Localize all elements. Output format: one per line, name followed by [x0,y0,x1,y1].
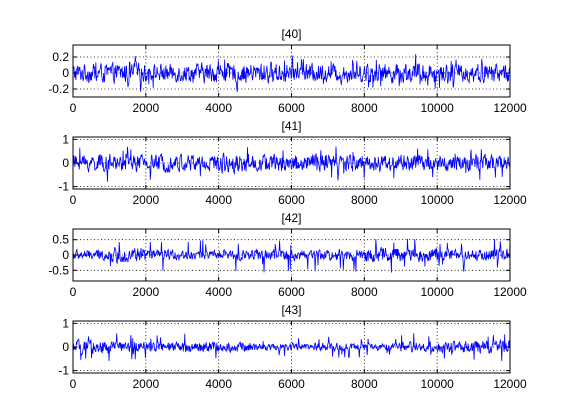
x-tick-label: 12000 [493,193,527,207]
x-tick-label: 4000 [205,193,232,207]
x-tick-label: 2000 [132,193,159,207]
y-tick-label: -1 [58,180,69,194]
x-tick-label: 6000 [278,377,305,391]
x-tick-label: 10000 [420,285,454,299]
x-tick-label: 12000 [493,285,527,299]
y-tick-label: 0 [62,156,69,170]
x-tick-label: 6000 [278,193,305,207]
x-tick-label: 0 [70,101,77,115]
x-tick-label: 2000 [132,377,159,391]
subplot-title: [40] [281,27,301,41]
subplot-1: [40]0 2000 4000 6000 8000 10000 12000-0.200.2 [48,27,527,115]
y-tick-label: 0.5 [52,233,69,247]
x-tick-label: 10000 [420,377,454,391]
y-tick-label: 1 [62,316,69,330]
x-tick-label: 4000 [205,377,232,391]
x-tick-label: 2000 [132,285,159,299]
x-tick-label: 0 [70,285,77,299]
subplot-4: [43]0 2000 4000 6000 8000 10000 12000-101 [58,303,527,391]
x-tick-label: 12000 [493,101,527,115]
y-tick-label: 1 [62,132,69,146]
signal-trace [72,146,511,182]
x-tick-label: 8000 [351,285,378,299]
y-tick-label: 0.2 [52,50,69,64]
subplot-title: [43] [281,303,301,317]
x-tick-label: 8000 [351,101,378,115]
subplot-title: [42] [281,211,301,225]
y-tick-label: 0 [62,340,69,354]
y-tick-label: -0.5 [48,263,69,277]
y-tick-label: -0.2 [48,82,69,96]
x-tick-label: 12000 [493,377,527,391]
x-tick-label: 0 [70,193,77,207]
y-tick-label: 0 [62,66,69,80]
x-tick-label: 4000 [205,285,232,299]
x-tick-label: 0 [70,377,77,391]
subplot-3: [42]0 2000 4000 6000 8000 10000 12000-0.500.5 [48,211,527,299]
subplot-title: [41] [281,119,301,133]
x-tick-label: 10000 [420,193,454,207]
x-tick-label: 8000 [351,193,378,207]
x-tick-label: 10000 [420,101,454,115]
y-tick-label: 0 [62,248,69,262]
x-tick-label: 4000 [205,101,232,115]
x-tick-label: 8000 [351,377,378,391]
x-tick-label: 2000 [132,101,159,115]
signal-trace [72,333,511,361]
signal-trace [72,238,511,273]
signal-trace [72,53,511,93]
subplot-2: [41]0 2000 4000 6000 8000 10000 12000-101 [58,119,527,207]
x-tick-label: 6000 [278,285,305,299]
x-tick-label: 6000 [278,101,305,115]
y-tick-label: -1 [58,364,69,378]
